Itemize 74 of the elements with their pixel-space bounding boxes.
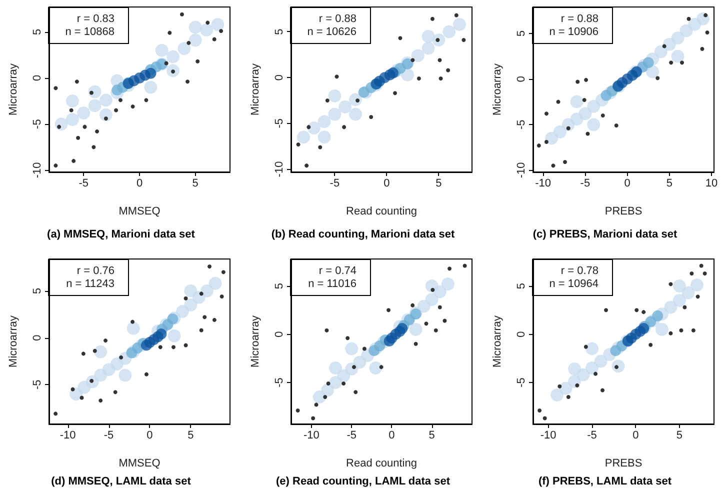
annotation: n = 11243 <box>66 278 114 290</box>
y-tick-label: 5 <box>274 282 286 290</box>
y-tick-label: -5 <box>32 119 44 129</box>
text: (c) PREBS, Marioni data set <box>532 228 678 240</box>
annotation: r = 0.88 <box>318 13 356 25</box>
y-tick-label: -10 <box>274 161 286 178</box>
annotation: r = 0.83 <box>76 13 114 25</box>
y-tick-label: 0 <box>32 334 44 341</box>
x-axis-title: PREBS <box>604 206 642 218</box>
x-tick-label: 10 <box>705 178 718 190</box>
y-tick-label: 0 <box>516 76 528 82</box>
x-tick-label: 0 <box>632 430 639 442</box>
y-axis-title: Microarray <box>250 315 262 368</box>
y-tick-label: -5 <box>516 120 528 130</box>
x-tick-label: -10 <box>540 430 556 442</box>
text: (f) PREBS, LAML data set <box>538 476 672 488</box>
x-tick-label: -5 <box>587 430 597 442</box>
y-tick-label: 0 <box>32 74 44 82</box>
x-tick-label: 5 <box>188 430 194 442</box>
x-tick-label: -5 <box>330 178 340 190</box>
text: (b) Read counting, Marioni data set <box>271 228 456 240</box>
annotation: n = 11016 <box>308 278 356 290</box>
annotation: n = 10964 <box>549 278 598 290</box>
x-tick-label: 5 <box>666 178 672 190</box>
y-tick-label: -10 <box>516 162 528 178</box>
y-tick-label: -5 <box>32 380 44 390</box>
y-axis-title: Microarray <box>250 63 262 116</box>
y-tick-label: -5 <box>274 378 286 388</box>
x-tick-label: -10 <box>304 430 320 442</box>
x-tick-label: -5 <box>580 178 590 190</box>
y-tick-label: -5 <box>516 378 528 388</box>
y-tick-label: 5 <box>32 28 44 35</box>
x-tick-label: 0 <box>136 178 143 190</box>
x-tick-label: -10 <box>535 178 552 190</box>
annotation: n = 10868 <box>65 26 114 38</box>
text: (a) MMSEQ, Marioni data set <box>47 228 196 240</box>
x-tick-label: 0 <box>384 178 390 190</box>
y-axis-title: Microarray <box>492 63 504 116</box>
text: (d) MMSEQ, LAML data set <box>51 476 192 488</box>
y-tick-label: 0 <box>274 331 286 338</box>
y-tick-label: -5 <box>274 118 286 128</box>
x-tick-label: -5 <box>346 430 356 442</box>
x-tick-label: 5 <box>192 178 198 190</box>
y-tick-label: 5 <box>516 282 528 290</box>
x-tick-label: 0 <box>624 178 630 190</box>
annotation: r = 0.76 <box>76 265 114 277</box>
y-axis-title: Microarray <box>8 315 20 368</box>
annotation: r = 0.74 <box>318 265 356 277</box>
x-tick-label: 5 <box>436 178 442 190</box>
annotation: n = 10906 <box>549 26 598 38</box>
y-tick-label: 0 <box>516 331 528 338</box>
x-tick-label: -5 <box>78 178 89 190</box>
x-tick-label: 5 <box>676 430 683 442</box>
x-axis-title: PREBS <box>604 458 642 470</box>
text: (e) Read counting, LAML data set <box>276 476 450 488</box>
y-tick-label: 0 <box>274 74 286 81</box>
y-axis-title: Microarray <box>8 63 20 116</box>
x-axis-title: MMSEQ <box>118 458 161 470</box>
x-axis-title: Read counting <box>346 458 417 470</box>
annotation: r = 0.88 <box>560 13 598 25</box>
x-tick-label: -5 <box>104 430 114 442</box>
annotation: r = 0.78 <box>560 265 598 277</box>
x-tick-label: 5 <box>428 430 435 442</box>
x-axis-title: Read counting <box>346 206 417 218</box>
y-axis-title: Microarray <box>492 315 504 368</box>
annotation: n = 10626 <box>307 26 356 38</box>
x-tick-label: 0 <box>146 430 153 442</box>
x-axis-title: MMSEQ <box>118 206 161 218</box>
y-tick-label: -10 <box>32 162 44 178</box>
x-tick-label: 0 <box>388 430 395 442</box>
x-tick-label: -10 <box>60 430 76 442</box>
y-tick-label: 5 <box>516 30 528 36</box>
y-tick-label: 5 <box>274 28 286 35</box>
y-tick-label: 5 <box>32 288 44 294</box>
